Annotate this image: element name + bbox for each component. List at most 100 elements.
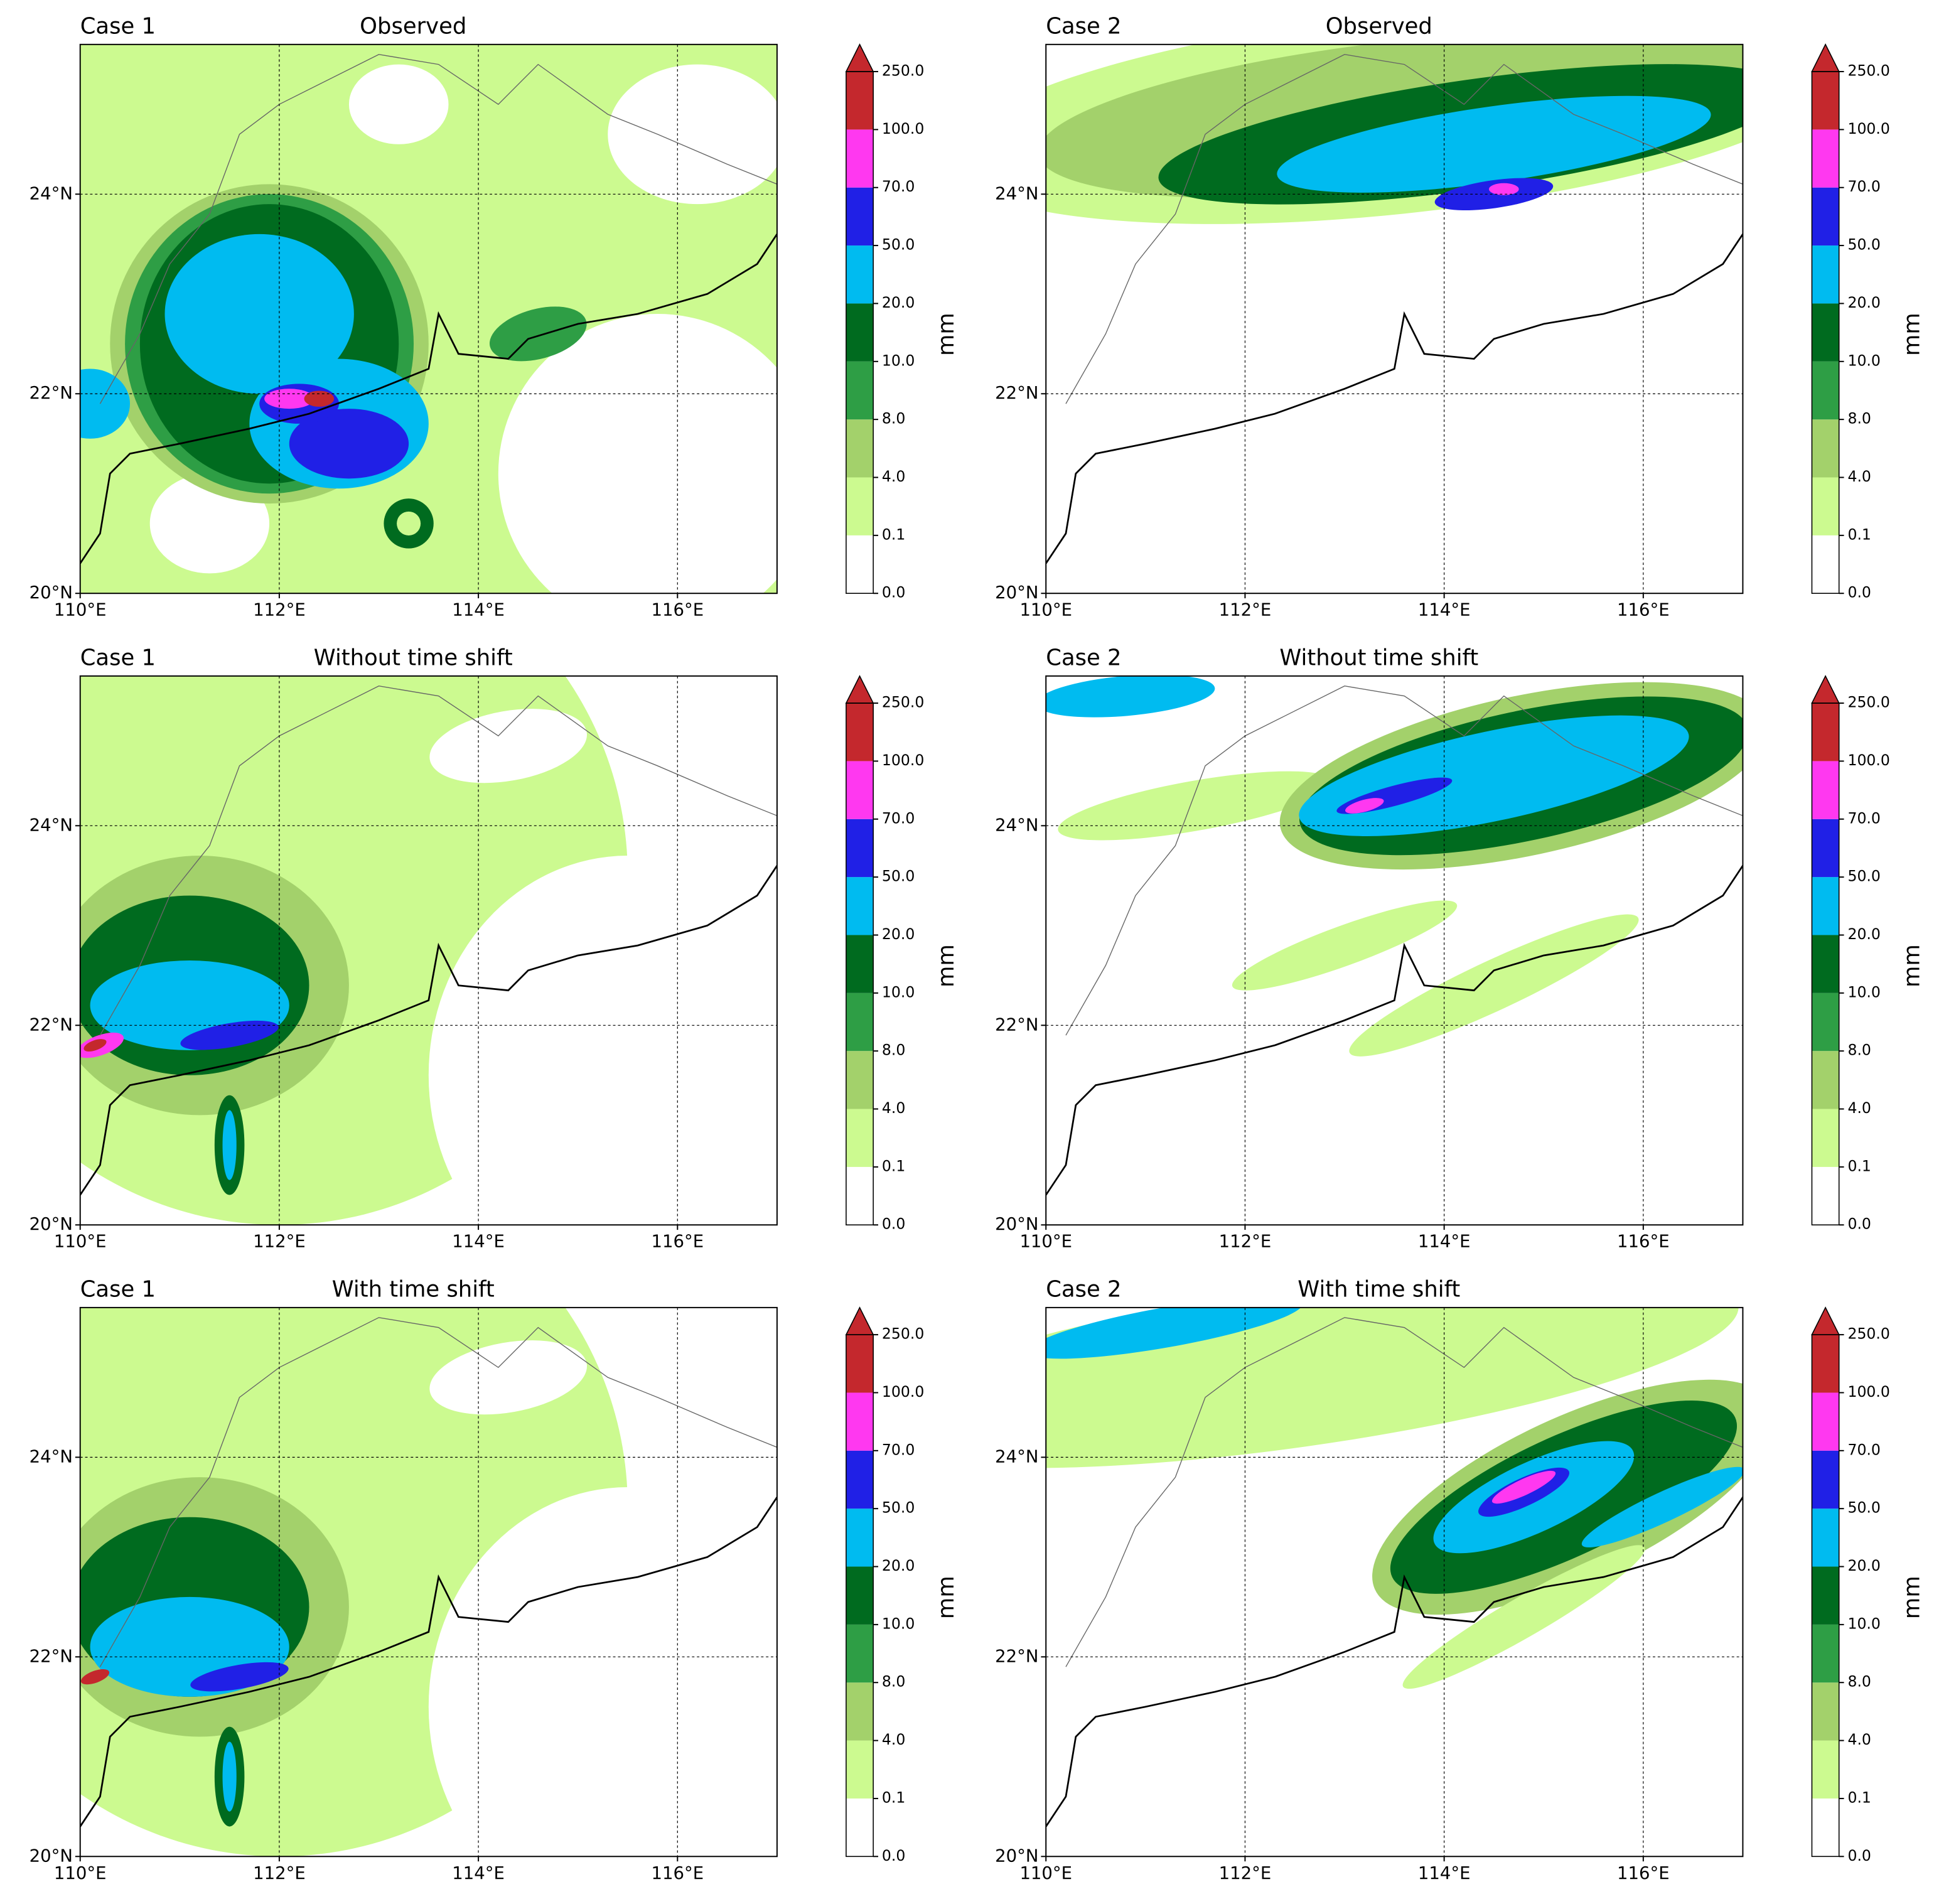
colorbar-segment bbox=[846, 245, 874, 304]
colorbar-label: 0.1 bbox=[1847, 1157, 1871, 1175]
colorbar-segment bbox=[846, 1450, 874, 1509]
colorbar-segment bbox=[1812, 761, 1839, 819]
colorbar-label: 100.0 bbox=[1847, 120, 1889, 137]
colorbar-segment bbox=[1812, 1335, 1839, 1393]
rain-area bbox=[498, 314, 777, 594]
colorbar-label: 8.0 bbox=[882, 1041, 905, 1059]
panel: 110°E 112°E 114°E 116°E 20°N 22°N 24°N Case 2 Ob… bbox=[995, 13, 1925, 620]
case-label: Case 1 bbox=[80, 645, 156, 670]
panel: 110°E 112°E 114°E 116°E 20°N 22°N 24°N Case 1 Wi… bbox=[30, 1276, 959, 1883]
colorbar-unit: mm bbox=[933, 313, 959, 356]
map-frame bbox=[79, 43, 778, 594]
x-tick-label: 110°E bbox=[1019, 1232, 1072, 1252]
rain-area bbox=[397, 511, 421, 535]
colorbar-extend bbox=[1811, 43, 1840, 72]
colorbar-unit: mm bbox=[1899, 944, 1925, 987]
x-tick-label: 114°E bbox=[452, 1232, 505, 1252]
rain-area bbox=[1058, 771, 1333, 841]
colorbar-label: 8.0 bbox=[882, 410, 905, 428]
colorbar-segment bbox=[1812, 1624, 1839, 1683]
y-tick-label: 20°N bbox=[30, 1214, 73, 1234]
colorbar-segment bbox=[1812, 1109, 1839, 1167]
rain-area bbox=[1046, 1307, 1303, 1359]
colorbar-label: 20.0 bbox=[1847, 925, 1880, 943]
colorbar-segment bbox=[1812, 935, 1839, 993]
province-border bbox=[1065, 686, 1743, 1036]
case-label: Case 1 bbox=[80, 1276, 156, 1302]
x-tick-label: 112°E bbox=[1219, 1863, 1272, 1883]
colorbar-segment bbox=[846, 1392, 874, 1451]
x-tick-label: 116°E bbox=[651, 1232, 704, 1252]
colorbar-frame bbox=[1811, 71, 1840, 594]
y-tick-label: 22°N bbox=[995, 1646, 1038, 1666]
panel: 110°E 112°E 114°E 116°E 20°N 22°N 24°N Case 2 Wi… bbox=[995, 1276, 1925, 1883]
colorbar-segment bbox=[1812, 361, 1839, 420]
colorbar-label: 70.0 bbox=[882, 809, 915, 827]
colorbar-segment bbox=[1812, 819, 1839, 878]
rain-area bbox=[1299, 715, 1689, 836]
colorbar-label: 250.0 bbox=[882, 1325, 924, 1343]
rain-field bbox=[1046, 675, 1743, 1225]
colorbar-segment bbox=[846, 477, 874, 535]
colorbar-label: 20.0 bbox=[882, 1557, 915, 1574]
colorbar-label: 4.0 bbox=[882, 468, 905, 485]
rain-area bbox=[1491, 1470, 1556, 1504]
colorbar-frame bbox=[1811, 702, 1840, 1226]
rain-area bbox=[1277, 95, 1711, 193]
colorbar-label: 4.0 bbox=[882, 1099, 905, 1117]
colorbar-segment bbox=[846, 1166, 874, 1225]
province-border bbox=[1065, 1317, 1743, 1667]
colorbar-segment bbox=[1812, 1740, 1839, 1799]
coastline bbox=[1046, 234, 1743, 564]
colorbar-extend bbox=[845, 1306, 874, 1335]
colorbar-label: 8.0 bbox=[1847, 1673, 1871, 1691]
colorbar-segment bbox=[846, 361, 874, 420]
rain-area bbox=[304, 390, 335, 407]
rain-field bbox=[80, 1307, 777, 1857]
case-label: Case 2 bbox=[1046, 645, 1121, 670]
colorbar-segment bbox=[1812, 477, 1839, 535]
colorbar-label: 0.1 bbox=[882, 525, 905, 543]
rain-area bbox=[429, 1340, 588, 1415]
rain-area bbox=[264, 389, 314, 409]
colorbar-segment bbox=[1812, 1682, 1839, 1741]
x-tick-label: 116°E bbox=[1617, 600, 1670, 620]
colorbar-label: 10.0 bbox=[1847, 1615, 1880, 1632]
colorbar-label: 50.0 bbox=[1847, 236, 1880, 254]
colorbar-segment bbox=[1812, 1566, 1839, 1625]
colorbar-extend bbox=[845, 43, 874, 72]
rain-field bbox=[1046, 44, 1743, 594]
colorbar-label: 70.0 bbox=[882, 1441, 915, 1458]
colorbar-frame bbox=[846, 702, 874, 1226]
colorbar-label: 20.0 bbox=[882, 925, 915, 943]
colorbar-label: 250.0 bbox=[1847, 62, 1889, 80]
colorbar-segment bbox=[846, 935, 874, 993]
province-border bbox=[99, 53, 777, 404]
colorbar-label: 10.0 bbox=[882, 352, 915, 369]
y-tick-label: 24°N bbox=[30, 815, 73, 835]
colorbar-label: 0.0 bbox=[882, 584, 905, 601]
y-tick-label: 24°N bbox=[995, 815, 1038, 835]
x-tick-label: 116°E bbox=[1617, 1863, 1670, 1883]
case-label: Case 1 bbox=[80, 13, 156, 39]
colorbar-extend bbox=[1811, 675, 1840, 704]
x-tick-label: 116°E bbox=[651, 1863, 704, 1883]
colorbar-label: 10.0 bbox=[882, 983, 915, 1001]
colorbar-segment bbox=[846, 1051, 874, 1109]
x-tick-label: 110°E bbox=[1019, 1863, 1072, 1883]
x-tick-label: 112°E bbox=[253, 1232, 306, 1252]
colorbar-unit: mm bbox=[933, 1576, 959, 1619]
colorbar-label: 100.0 bbox=[882, 751, 924, 769]
colorbar-extend bbox=[1811, 1306, 1840, 1335]
colorbar-extend bbox=[845, 675, 874, 704]
colorbar-segment bbox=[846, 1682, 874, 1741]
colorbar-segment bbox=[1812, 1392, 1839, 1451]
colorbar-label: 100.0 bbox=[1847, 751, 1889, 769]
panel: 110°E 112°E 114°E 116°E 20°N 22°N 24°N Case 2 Wi… bbox=[995, 645, 1925, 1251]
colorbar-label: 50.0 bbox=[1847, 868, 1880, 885]
colorbar-segment bbox=[1812, 1166, 1839, 1225]
colorbar-frame bbox=[846, 1334, 874, 1858]
rain-area bbox=[348, 64, 449, 144]
